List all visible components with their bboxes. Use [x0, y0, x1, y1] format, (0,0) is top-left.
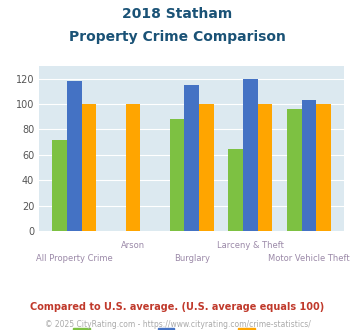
Bar [67, 81, 82, 231]
Bar [126, 104, 140, 231]
Bar [243, 79, 258, 231]
Text: © 2025 CityRating.com - https://www.cityrating.com/crime-statistics/: © 2025 CityRating.com - https://www.city… [45, 320, 310, 329]
Text: Compared to U.S. average. (U.S. average equals 100): Compared to U.S. average. (U.S. average … [31, 302, 324, 312]
Bar [258, 104, 272, 231]
Text: Motor Vehicle Theft: Motor Vehicle Theft [268, 254, 350, 263]
Bar [302, 100, 316, 231]
Text: Property Crime Comparison: Property Crime Comparison [69, 30, 286, 44]
Text: All Property Crime: All Property Crime [36, 254, 113, 263]
Text: 2018 Statham: 2018 Statham [122, 7, 233, 20]
Bar [82, 104, 96, 231]
Text: Arson: Arson [121, 241, 145, 250]
Bar [170, 119, 184, 231]
Text: Burglary: Burglary [174, 254, 210, 263]
Bar [228, 148, 243, 231]
Text: Larceny & Theft: Larceny & Theft [217, 241, 284, 250]
Bar [52, 140, 67, 231]
Bar [199, 104, 214, 231]
Legend: Statham, Georgia, National: Statham, Georgia, National [69, 324, 315, 330]
Bar [287, 109, 302, 231]
Bar [316, 104, 331, 231]
Bar [184, 85, 199, 231]
